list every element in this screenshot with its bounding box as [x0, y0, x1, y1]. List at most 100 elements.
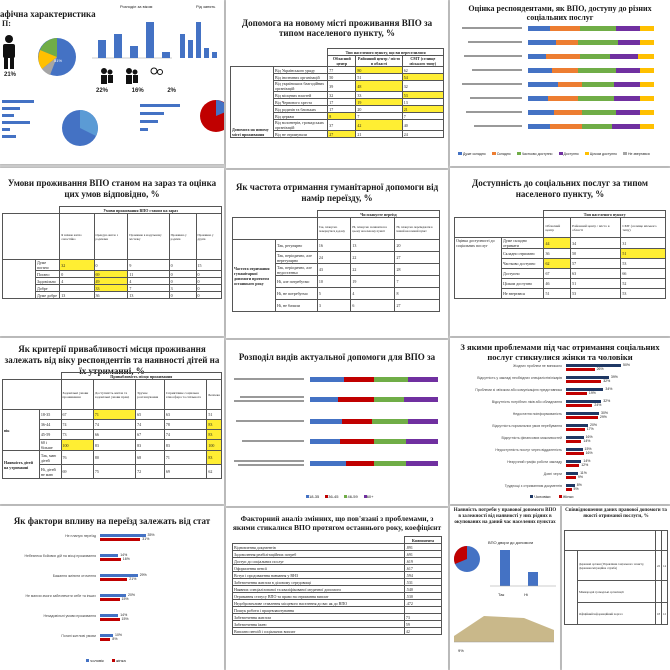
- bar-label: Не маючи змоги забезпечити себе та інших: [25, 594, 96, 598]
- col-head: Умови проживання ВПО станом на зараз: [59, 206, 222, 214]
- bar: [566, 392, 587, 395]
- bar-label: Довгі черги: [543, 472, 562, 476]
- table-row: Погано 0 69 11 0 0: [3, 270, 223, 278]
- bar: [566, 484, 575, 487]
- table-row: Задоволення реабілітаційних потреб .691: [232, 550, 443, 558]
- pie-label: 51%: [54, 58, 63, 63]
- bar: [100, 538, 141, 541]
- region-bar-chart: [2, 100, 34, 138]
- conditions-table: Умови проживання ВПО станом на зараз Я з…: [1, 206, 223, 299]
- tile-access-services: Оцінка респондентами, як ВПО, доступу до…: [450, 0, 670, 166]
- status-bar-chart: [180, 22, 217, 58]
- bar-label: Труднощі з отриманням документів: [504, 484, 562, 488]
- bar: [100, 578, 128, 581]
- tile-legal-aid: Наявність потреби у правової допомоги ВП…: [450, 506, 560, 670]
- table-row: Відновлення документів .891: [232, 543, 443, 551]
- bar-value: 16%: [585, 451, 593, 455]
- bar-value: 15%: [584, 447, 592, 451]
- legend-item: Доступно: [558, 152, 579, 156]
- bar-label: Не планую переїзд: [65, 534, 96, 538]
- col-head: Тип населеного пункту, що ви переселилис…: [327, 48, 444, 56]
- col-head: Чи плануєте переїзд: [316, 210, 441, 218]
- table-row: Виплати пенсій і соціальних виплат 42: [232, 627, 443, 635]
- legend: 18-35 36-45 46-59 60+: [306, 494, 374, 499]
- tile-problems-gender: З якими проблемами під час отримання соц…: [450, 338, 670, 504]
- age-pie-chart: [38, 38, 76, 76]
- legend: Дуже складно Складно Частково доступно Д…: [458, 152, 668, 156]
- bar: [566, 404, 593, 407]
- legend: чоловік жінка: [86, 658, 126, 663]
- bar-value: 16%: [122, 557, 130, 561]
- bar-label: Незручний графік роботи закладу: [507, 460, 562, 464]
- bar-value: 15%: [121, 617, 129, 621]
- bar-label: Небезпека бойових дій на місці проживанн…: [24, 554, 97, 558]
- bar-value: 24%: [594, 403, 602, 407]
- col-head: Привабливість місця проживання: [60, 372, 223, 380]
- bar-value: 29%: [139, 573, 147, 577]
- side-label: Допомога на новому місті проживання: [230, 66, 274, 138]
- side-label: Оцінка доступності до соціальних послуг: [454, 237, 502, 299]
- table-row: Не звертався 51 53 53: [455, 288, 666, 299]
- bar-label: Відсутність нормальних умов перебування: [492, 424, 562, 428]
- bar-value: 5%: [573, 487, 579, 491]
- bar: [566, 368, 595, 371]
- bar: [100, 574, 138, 577]
- bar-value: 15%: [121, 597, 129, 601]
- tile-demographics: афічна характеристика П: 21% 51% Розподі…: [0, 0, 224, 164]
- tile-service-accessibility: Доступність до соціальних послуг за типо…: [450, 168, 670, 336]
- bar: [566, 424, 588, 427]
- table-row: Забезпечення житлом 73: [232, 613, 443, 621]
- tile-title: Умови проживання ВПО станом на зараз та …: [7, 178, 217, 199]
- bar: [100, 558, 121, 561]
- bar: [100, 598, 120, 601]
- family-icons: [101, 67, 163, 84]
- bar: [566, 428, 585, 431]
- bar-value: 32%: [603, 399, 611, 403]
- bar-label: Жодних проблем не виникало: [513, 364, 562, 368]
- attractiveness-table: Привабливість місця проживання Задовільн…: [2, 372, 223, 479]
- legend-item: 36-45: [325, 494, 338, 499]
- employment-pie-chart: [200, 100, 224, 132]
- bar-label: Відсутність фінансових можливостей: [501, 436, 563, 440]
- table-row: Від Червоного хреста 17 19 13: [231, 98, 445, 106]
- bar-value: 14%: [583, 439, 591, 443]
- col-head: Компонента: [403, 536, 443, 544]
- aid-stacked-chart: [234, 377, 438, 466]
- chart-title-2: Рід занять: [196, 4, 216, 9]
- tile-title: Розподіл видів актуальної допомоги для В…: [238, 352, 436, 362]
- tile-aid-frequency: Як частота отримання гуманітарної допомо…: [226, 170, 448, 338]
- legend-item: Жінки: [558, 494, 573, 499]
- bar: [100, 614, 119, 617]
- table-row: Наявних спеціалізованої та кваліфіковано…: [232, 585, 443, 593]
- table-row: Від українських благодійних організацій 3…: [231, 80, 445, 92]
- table-row: Ні, але потребуємо 10 19 7: [233, 275, 440, 288]
- bar-label: Відсутність потрібних ліків або обладнан…: [491, 400, 562, 404]
- bar-value: 14%: [120, 613, 128, 617]
- tile-title: афічна характеристика: [0, 9, 96, 19]
- tile-title: Допомога на новому місті проживання ВПО …: [241, 18, 433, 38]
- tile-living-conditions: Умови проживання ВПО станом на зараз та …: [0, 168, 224, 336]
- legend-item: Цілком доступно: [584, 152, 617, 156]
- table-row: Офіційний інформаційний портал 18 12: [565, 602, 668, 625]
- tile-legal-quality: Співвідношення даних правової допомоги т…: [562, 506, 670, 670]
- bar-value: 16%: [585, 435, 593, 439]
- bar: [566, 416, 598, 419]
- bar: [100, 618, 120, 621]
- legend-item: 18-35: [306, 494, 319, 499]
- bar: [100, 634, 113, 637]
- children-pct-3: 2%: [167, 88, 176, 94]
- children-pct-2: 16%: [131, 88, 144, 94]
- bar: [566, 364, 621, 367]
- tile-title: Наявність потреби у правової допомоги ВП…: [453, 508, 557, 525]
- bar-label: Проблеми зі зв'язком або комунікацією пр…: [475, 388, 562, 392]
- tile-factor-analysis: Факторний аналіз змінних, що пов'язані з…: [226, 508, 448, 670]
- bar-value: 11%: [580, 471, 587, 475]
- bar-value: 30%: [601, 411, 609, 415]
- factor-table: Компонента Відновлення документів .891 За…: [232, 536, 443, 635]
- children-pcts: 22% 16% 2%: [96, 88, 176, 94]
- bar-label: Незадовільні умови проживання: [43, 614, 96, 618]
- bar-value: 29%: [599, 415, 607, 419]
- bar-label: Погані житлові умови: [61, 634, 96, 638]
- bar: [566, 380, 602, 383]
- bar-value: 14%: [583, 459, 591, 463]
